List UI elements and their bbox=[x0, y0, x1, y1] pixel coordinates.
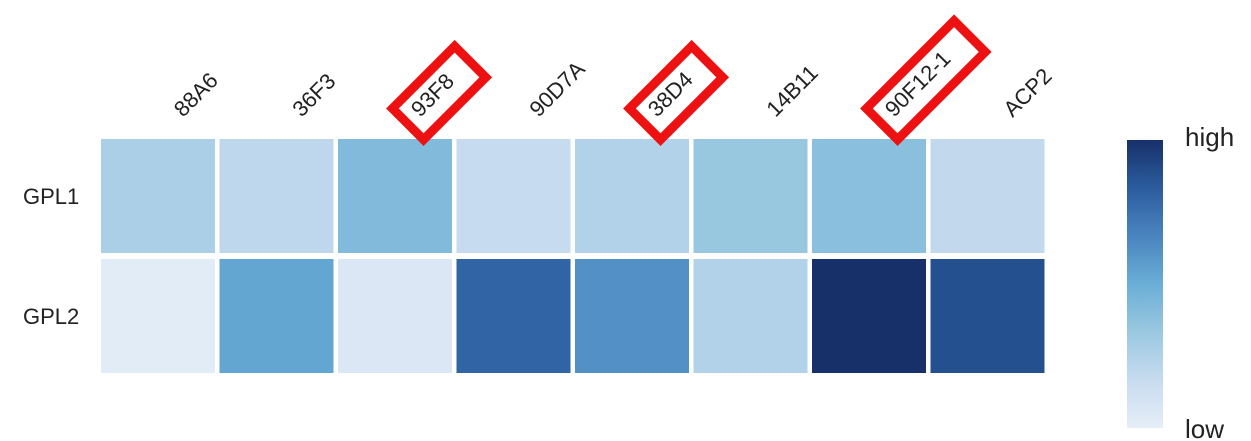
heatmap-cell-gpl2-90d7a bbox=[457, 259, 571, 373]
color-legend: high low bbox=[1127, 122, 1234, 441]
column-label-90d7a: 90D7A bbox=[524, 56, 589, 121]
heatmap-cell-gpl2-88a6 bbox=[101, 259, 215, 373]
row-labels: GPL1 GPL2 bbox=[23, 184, 79, 329]
heatmap-cell-gpl2-14b11 bbox=[694, 259, 808, 373]
color-scale-bar bbox=[1127, 140, 1163, 428]
row-label-gpl2: GPL2 bbox=[23, 304, 79, 329]
column-label-88a6: 88A6 bbox=[169, 68, 223, 122]
heatmap-cell-gpl1-acp2 bbox=[931, 139, 1045, 253]
heatmap-cell-gpl1-93f8 bbox=[338, 139, 452, 253]
legend-low-label: low bbox=[1185, 414, 1224, 441]
heatmap-cell-gpl2-93f8 bbox=[338, 259, 452, 373]
heatmap-cell-gpl1-90f12-1 bbox=[812, 139, 926, 253]
row-label-gpl1: GPL1 bbox=[23, 184, 79, 209]
heatmap-cell-gpl1-36f3 bbox=[220, 139, 334, 253]
heatmap-cell-gpl1-38d4 bbox=[575, 139, 689, 253]
column-label-36f3: 36F3 bbox=[287, 68, 340, 121]
heatmap-cell-gpl2-38d4 bbox=[575, 259, 689, 373]
heatmap-cell-gpl1-90d7a bbox=[457, 139, 571, 253]
heatmap-cells bbox=[101, 139, 1045, 373]
heatmap-cell-gpl1-88a6 bbox=[101, 139, 215, 253]
heatmap-cell-gpl2-36f3 bbox=[220, 259, 334, 373]
column-label-14b11: 14B11 bbox=[761, 60, 823, 122]
legend-high-label: high bbox=[1185, 122, 1234, 152]
heatmap-cell-gpl2-90f12-1 bbox=[812, 259, 926, 373]
heatmap-cell-gpl2-acp2 bbox=[931, 259, 1045, 373]
column-label-acp2: ACP2 bbox=[998, 63, 1056, 121]
heatmap-cell-gpl1-14b11 bbox=[694, 139, 808, 253]
